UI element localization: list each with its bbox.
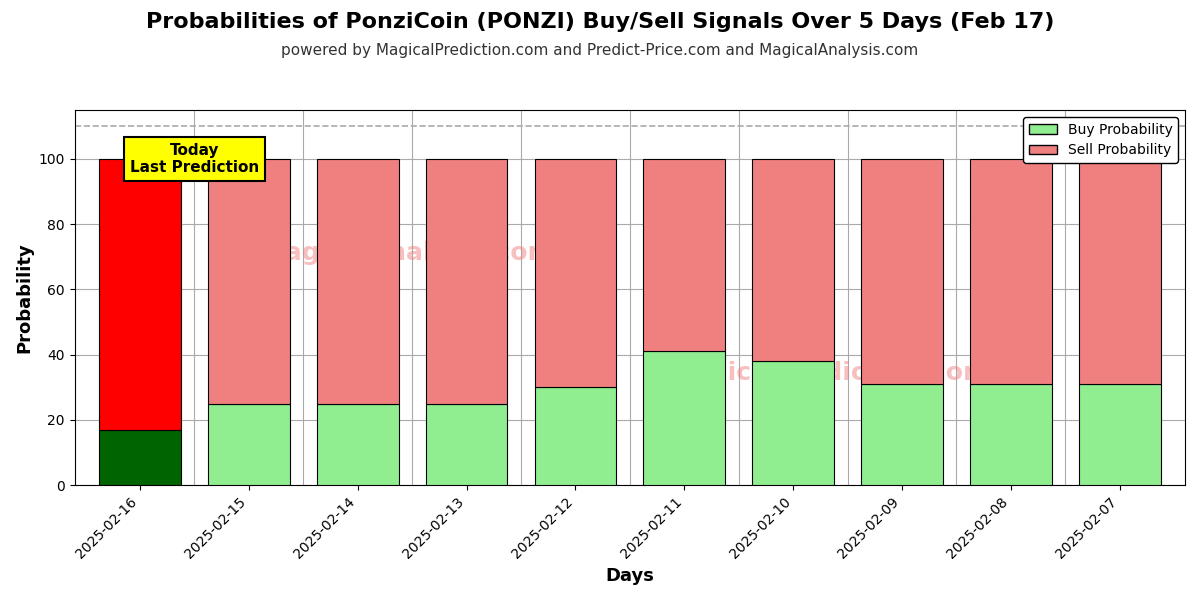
Bar — [1079, 159, 1160, 384]
Bar — [208, 404, 289, 485]
Text: MagicalPrediction.com: MagicalPrediction.com — [670, 361, 990, 385]
Bar — [426, 404, 508, 485]
Bar — [862, 159, 943, 384]
Bar — [862, 384, 943, 485]
Bar — [1079, 384, 1160, 485]
Bar — [534, 159, 617, 388]
Bar — [100, 430, 181, 485]
Bar — [752, 159, 834, 361]
Bar — [317, 159, 398, 404]
Text: powered by MagicalPrediction.com and Predict-Price.com and MagicalAnalysis.com: powered by MagicalPrediction.com and Pre… — [281, 43, 919, 58]
Text: Probabilities of PonziCoin (PONZI) Buy/Sell Signals Over 5 Days (Feb 17): Probabilities of PonziCoin (PONZI) Buy/S… — [146, 12, 1054, 32]
X-axis label: Days: Days — [605, 567, 654, 585]
Text: MagicalAnalysis.com: MagicalAnalysis.com — [260, 241, 554, 265]
Bar — [426, 159, 508, 404]
Bar — [752, 361, 834, 485]
Text: Today
Last Prediction: Today Last Prediction — [130, 143, 259, 175]
Bar — [970, 384, 1051, 485]
Bar — [534, 388, 617, 485]
Legend: Buy Probability, Sell Probability: Buy Probability, Sell Probability — [1024, 117, 1178, 163]
Bar — [643, 352, 725, 485]
Bar — [208, 159, 289, 404]
Y-axis label: Probability: Probability — [14, 242, 34, 353]
Bar — [643, 159, 725, 352]
Bar — [970, 159, 1051, 384]
Bar — [317, 404, 398, 485]
Bar — [100, 159, 181, 430]
